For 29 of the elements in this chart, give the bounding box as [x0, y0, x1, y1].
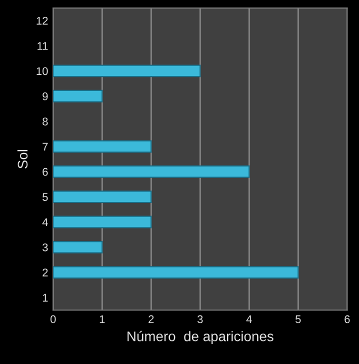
x-tick-label: 4 — [246, 315, 252, 324]
y-tick-label: 9 — [42, 92, 48, 100]
bar — [53, 266, 299, 279]
x-tick-label: 6 — [344, 315, 350, 324]
y-tick-label: 6 — [42, 168, 48, 176]
y-tick-label: 3 — [42, 243, 48, 252]
y-tick-label: 1 — [42, 294, 48, 302]
y-tick-label: 10 — [36, 67, 48, 76]
y-tick-label: 8 — [42, 118, 48, 126]
x-axis-title: Número de apariciones — [128, 330, 274, 344]
bar — [53, 190, 152, 204]
x-tick-label: 2 — [148, 315, 154, 324]
bar — [53, 165, 250, 178]
x-tick-label: 5 — [296, 315, 301, 324]
x-tick-label: 3 — [197, 315, 203, 324]
x-tick-label: 1 — [100, 315, 105, 324]
bar — [53, 140, 152, 153]
bar — [53, 240, 103, 254]
y-tick-label: 12 — [36, 16, 48, 25]
bar — [53, 216, 152, 228]
bar — [53, 64, 201, 78]
y-tick-label: 2 — [42, 268, 48, 276]
y-tick-label: 5 — [42, 193, 48, 201]
y-tick-label: 7 — [42, 142, 48, 151]
bar — [53, 90, 103, 102]
y-axis-title: Sol — [17, 150, 28, 168]
x-tick-label: 0 — [50, 315, 56, 324]
y-tick-label: 11 — [38, 42, 48, 50]
y-tick-label: 4 — [42, 218, 48, 226]
